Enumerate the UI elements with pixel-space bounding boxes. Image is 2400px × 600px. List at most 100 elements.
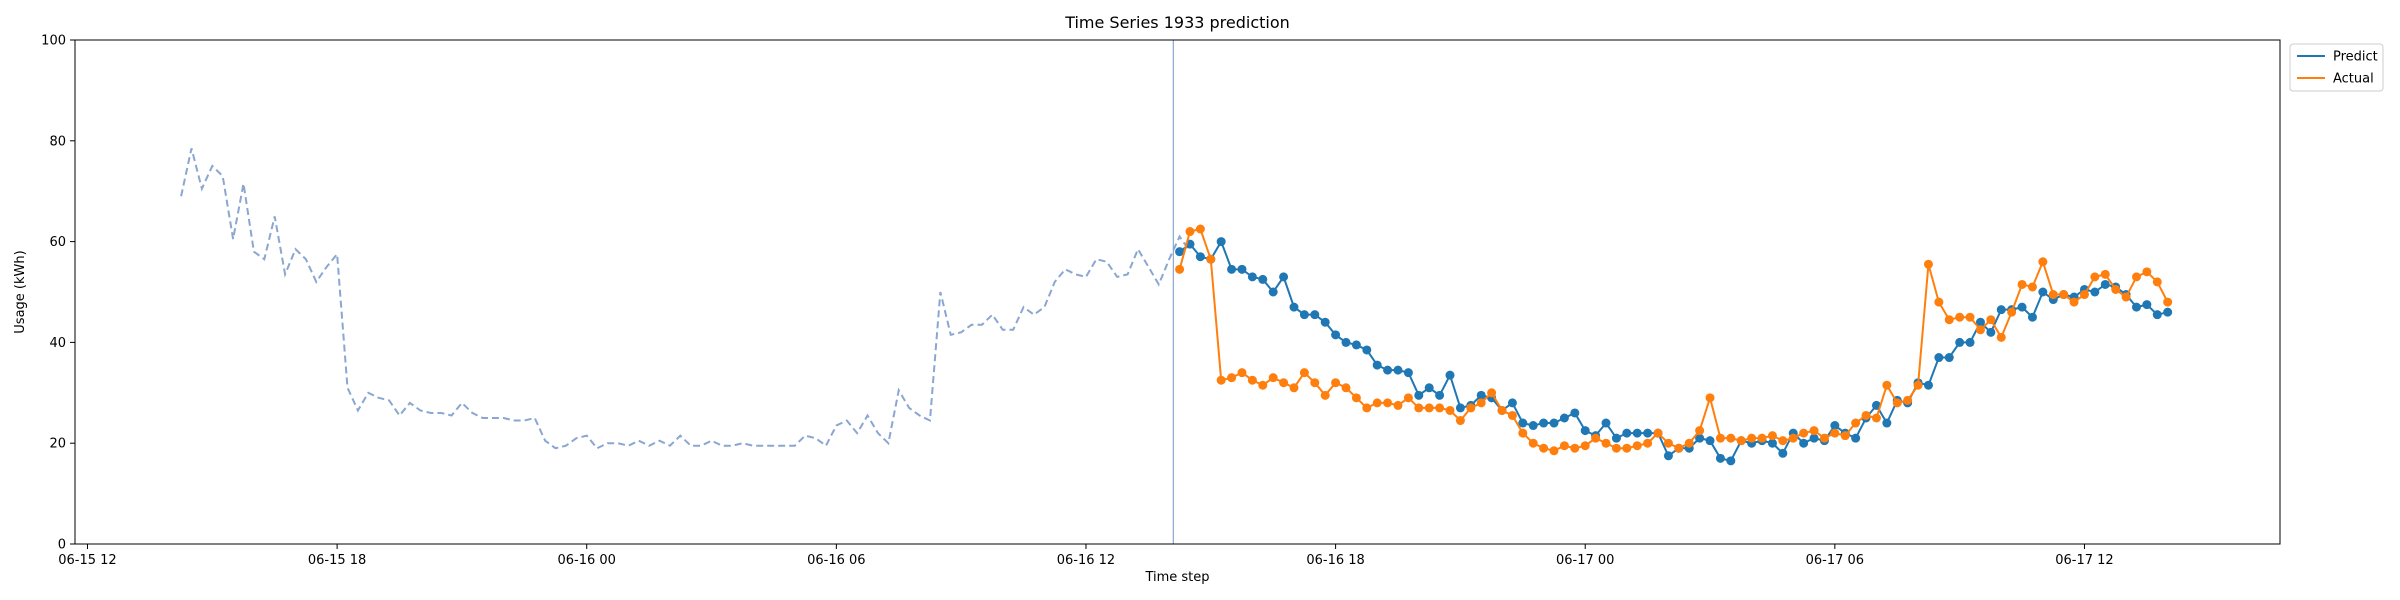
actual-point (2152, 277, 2162, 287)
y-tick-label: 40 (49, 336, 66, 351)
actual-point (1851, 418, 1861, 428)
actual-point (1819, 433, 1829, 443)
legend-label-predict: Predict (2333, 50, 2378, 65)
actual-point (1310, 378, 1320, 388)
x-tick-label: 06-15 12 (58, 553, 116, 568)
actual-point (1559, 441, 1569, 451)
predict-point (1351, 340, 1361, 350)
legend: Predict Actual (2289, 43, 2384, 92)
y-tick-label: 100 (41, 34, 66, 49)
actual-point (1643, 438, 1653, 448)
predict-point (2038, 287, 2048, 297)
predict-point (1996, 305, 2006, 315)
actual-point (1445, 405, 1455, 415)
predict-point (1830, 421, 1840, 431)
predict-point (1289, 302, 1299, 312)
forecast-series (1175, 224, 2173, 466)
predict-point (1965, 337, 1975, 347)
actual-point (1362, 403, 1372, 413)
x-tick-label: 06-16 00 (557, 553, 615, 568)
actual-line (1178, 227, 2169, 452)
predict-point (1549, 418, 1559, 428)
actual-point (1206, 254, 1216, 264)
actual-point (1518, 428, 1528, 438)
actual-point (1767, 431, 1777, 441)
actual-point (1705, 393, 1715, 403)
actual-point (2007, 307, 2017, 317)
actual-point (1258, 380, 1268, 390)
actual-point (1580, 441, 1590, 451)
actual-point (1539, 443, 1549, 453)
x-tick-label: 06-17 00 (1556, 553, 1614, 568)
predict-point (1632, 428, 1642, 438)
actual-point (1466, 403, 1476, 413)
actual-point (1830, 428, 1840, 438)
predict-point (1455, 403, 1465, 413)
predict-point (1331, 330, 1341, 340)
actual-point (1549, 446, 1559, 456)
actual-point (1903, 395, 1913, 405)
y-tick-label: 60 (49, 235, 66, 250)
history-line (180, 148, 1191, 450)
predict-point (2131, 302, 2141, 312)
actual-point (1736, 436, 1746, 446)
actual-point (2100, 269, 2110, 279)
predict-point (1882, 418, 1892, 428)
plot-frame (74, 39, 2281, 545)
predict-point (1237, 264, 1247, 274)
history-series (180, 148, 1191, 450)
predict-point (1310, 310, 1320, 320)
predict-point (2090, 287, 2100, 297)
actual-point (1799, 428, 1809, 438)
actual-point (2027, 282, 2037, 292)
actual-point (1715, 433, 1725, 443)
actual-point (1175, 264, 1185, 274)
predict-point (1695, 433, 1705, 443)
predict-point (1986, 327, 1996, 337)
actual-point (1268, 373, 1278, 383)
actual-point (1809, 426, 1819, 436)
predict-point (1424, 383, 1434, 393)
predict-point (1518, 418, 1528, 428)
predict-point (1341, 337, 1351, 347)
predict-point (1715, 453, 1725, 463)
x-tick-label: 06-17 12 (2055, 553, 2113, 568)
series-predict (1175, 237, 2173, 466)
predict-point (1414, 390, 1424, 400)
actual-point (1507, 410, 1517, 420)
predict-point (1622, 428, 1632, 438)
predict-point (1403, 368, 1413, 378)
series-actual (1175, 224, 2173, 456)
actual-point (1393, 400, 1403, 410)
actual-point (1622, 443, 1632, 453)
predict-line (1178, 239, 2168, 462)
actual-point (1986, 315, 1996, 325)
actual-point (1414, 403, 1424, 413)
predict-point (2163, 307, 2173, 317)
predict-point (1258, 274, 1268, 284)
predict-point (1809, 433, 1819, 443)
predict-point (1726, 456, 1736, 466)
actual-point (1611, 443, 1621, 453)
predict-point (1944, 353, 1954, 363)
actual-point (2121, 292, 2131, 302)
actual-point (1684, 438, 1694, 448)
x-axis: 06-15 12 06-15 18 06-16 00 06-16 06 06-16 12… (58, 544, 2114, 568)
actual-point (2090, 272, 2100, 282)
predict-point (2152, 310, 2162, 320)
actual-point (2069, 297, 2079, 307)
actual-point (1227, 373, 1237, 383)
actual-point (1913, 380, 1923, 390)
actual-point (2059, 290, 2069, 300)
actual-point (1653, 428, 1663, 438)
actual-point (1663, 438, 1673, 448)
actual-point (1383, 398, 1393, 408)
actual-point (2038, 257, 2048, 267)
predict-point (2100, 279, 2110, 289)
predict-point (1705, 436, 1715, 446)
actual-point (1403, 393, 1413, 403)
predict-point (1580, 426, 1590, 436)
legend-label-actual: Actual (2333, 72, 2374, 87)
x-tick-label: 06-15 18 (308, 553, 366, 568)
